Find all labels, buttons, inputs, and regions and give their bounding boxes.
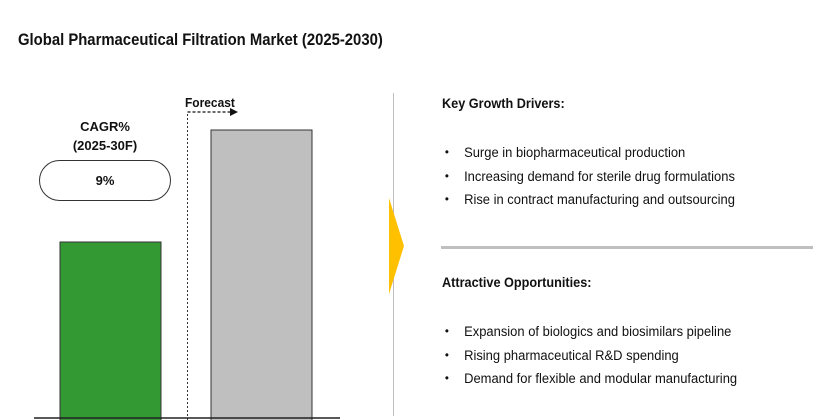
chevron-right-icon <box>389 198 404 294</box>
cagr-label: CAGR% (2025-30F) <box>50 117 160 155</box>
opportunities-panel: Attractive Opportunities: Expansion of b… <box>442 275 822 391</box>
list-item: Increasing demand for sterile drug formu… <box>442 165 807 189</box>
cagr-title: CAGR% <box>80 119 130 134</box>
list-item: Surge in biopharmaceutical production <box>442 141 807 165</box>
opportunities-title: Attractive Opportunities: <box>442 275 592 290</box>
cagr-value-pill: 9% <box>39 160 171 201</box>
growth-drivers-panel: Key Growth Drivers: Surge in biopharmace… <box>442 96 822 212</box>
market-bar-chart: Forecast CAGR% (2025-30F) 9% <box>0 0 400 420</box>
growth-drivers-title: Key Growth Drivers: <box>442 96 565 111</box>
bar-0 <box>59 241 162 420</box>
list-item: Rising pharmaceutical R&D spending <box>442 344 807 368</box>
list-item: Expansion of biologics and biosimilars p… <box>442 320 807 344</box>
bar-1 <box>210 129 313 420</box>
cagr-value: 9% <box>95 173 115 188</box>
cagr-period: (2025-30F) <box>72 138 138 153</box>
opportunities-list: Expansion of biologics and biosimilars p… <box>442 320 822 391</box>
forecast-label: Forecast <box>185 95 235 110</box>
list-item: Rise in contract manufacturing and outso… <box>442 188 807 212</box>
page-title: Global Pharmaceutical Filtration Market … <box>18 31 383 49</box>
list-item: Demand for flexible and modular manufact… <box>442 367 807 391</box>
panel-divider <box>441 246 813 249</box>
growth-drivers-list: Surge in biopharmaceutical production In… <box>442 141 822 212</box>
forecast-arrow-head <box>230 108 238 116</box>
chart-canvas <box>34 108 340 420</box>
